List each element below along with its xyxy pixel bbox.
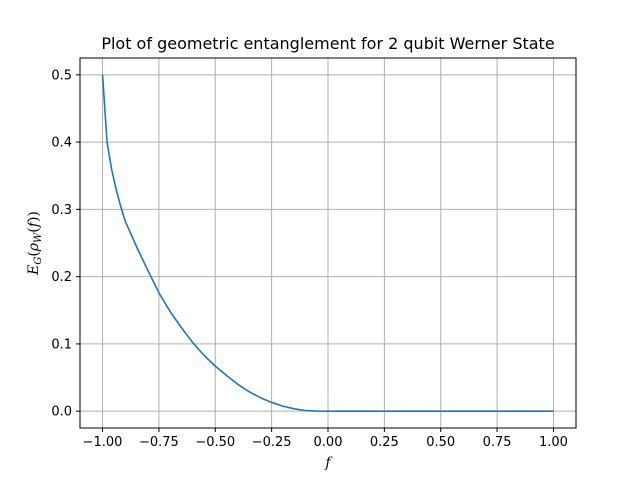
y-tick-label: 0.1 — [51, 337, 72, 352]
x-tick-label: 0.00 — [314, 435, 343, 450]
y-axis-label: EG(ρW(f)) — [26, 211, 44, 276]
ticks: −1.00 −0.75 −0.50 −0.25 0.00 0.25 0.50 0.75 1.00… — [51, 68, 568, 450]
x-tick-label: 0.75 — [483, 435, 512, 450]
y-tick-label: 0.0 — [51, 405, 72, 420]
chart-title: Plot of geometric entanglement for 2 qub… — [101, 34, 554, 53]
x-tick-label: −0.50 — [195, 435, 235, 450]
y-tick-label: 0.4 — [51, 136, 72, 151]
x-tick-label: 0.25 — [370, 435, 399, 450]
x-tick-label: −0.25 — [252, 435, 292, 450]
plot-series — [101, 74, 554, 412]
x-tick-label: −0.75 — [139, 435, 179, 450]
series-line — [101, 74, 554, 412]
x-tick-label: 1.00 — [539, 435, 568, 450]
x-tick-label: −1.00 — [83, 435, 123, 450]
y-tick-label: 0.5 — [51, 68, 72, 83]
y-tick-label: 0.3 — [51, 203, 72, 218]
grid — [80, 58, 576, 428]
x-axis-label: f — [324, 455, 333, 471]
x-tick-label: 0.50 — [426, 435, 455, 450]
y-tick-label: 0.2 — [51, 270, 72, 285]
